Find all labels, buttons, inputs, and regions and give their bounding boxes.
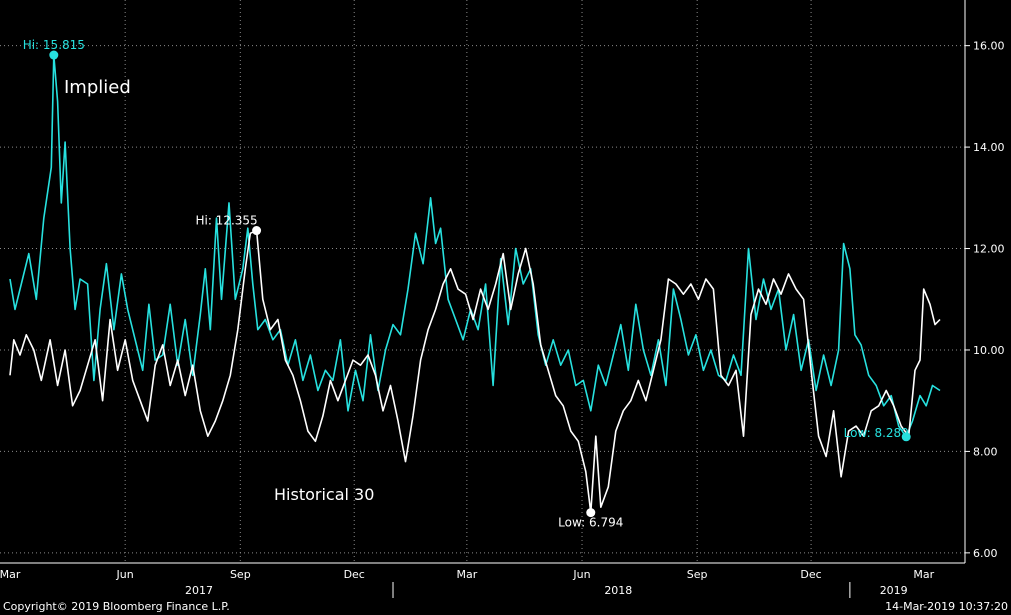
y-tick-label: 12.00 <box>973 243 1005 256</box>
y-tick-label: 6.00 <box>973 547 998 560</box>
historical-high-marker-label: Hi: 12.355 <box>195 214 257 228</box>
year-label: 2017 <box>185 584 213 597</box>
implied-low-marker-label: Low: 8.289 <box>844 426 909 440</box>
axes: Mar Jun Sep Dec Mar Jun Sep Dec Mar 6.00 8.00 10.00… <box>0 0 1005 598</box>
y-tick-label: 16.00 <box>973 40 1005 53</box>
implied-series-label: Implied <box>64 77 131 98</box>
historical-high-marker-dot <box>252 226 262 236</box>
x-tick-label: Mar <box>456 568 477 581</box>
historical-series-line <box>9 229 941 514</box>
x-tick-label: Dec <box>344 568 365 581</box>
y-tick-label: 10.00 <box>973 344 1005 357</box>
x-tick-label: Sep <box>687 568 708 581</box>
markers-layer: Implied Historical 30 Hi: 15.815 Low: 8.289… <box>23 38 911 530</box>
y-tick-label: 14.00 <box>973 141 1005 154</box>
x-tick-label: Sep <box>230 568 251 581</box>
x-tick-label: Jun <box>116 568 134 581</box>
implied-high-marker-label: Hi: 15.815 <box>23 38 85 52</box>
historical-series-label: Historical 30 <box>274 485 374 504</box>
x-tick-label: Jun <box>572 568 590 581</box>
copyright-notice: Copyright© 2019 Bloomberg Finance L.P. <box>3 600 230 613</box>
timestamp: 14-Mar-2019 10:37:20 <box>885 600 1008 613</box>
historical-low-marker-label: Low: 6.794 <box>558 516 623 530</box>
x-tick-label: Dec <box>800 568 821 581</box>
y-tick-label: 8.00 <box>973 445 998 458</box>
x-tick-label: Mar <box>913 568 934 581</box>
historical-low-marker-dot <box>586 508 596 518</box>
grid <box>0 0 965 563</box>
x-tick-label: Mar <box>0 568 21 581</box>
year-label: 2019 <box>880 584 908 597</box>
year-label: 2018 <box>604 584 632 597</box>
implied-series-line <box>9 54 941 438</box>
chart: Mar Jun Sep Dec Mar Jun Sep Dec Mar 6.00 8.00 10.00… <box>0 0 1005 598</box>
implied-high-marker-dot <box>49 50 59 60</box>
implied-low-marker-dot <box>901 432 911 442</box>
series-layer <box>9 54 941 514</box>
